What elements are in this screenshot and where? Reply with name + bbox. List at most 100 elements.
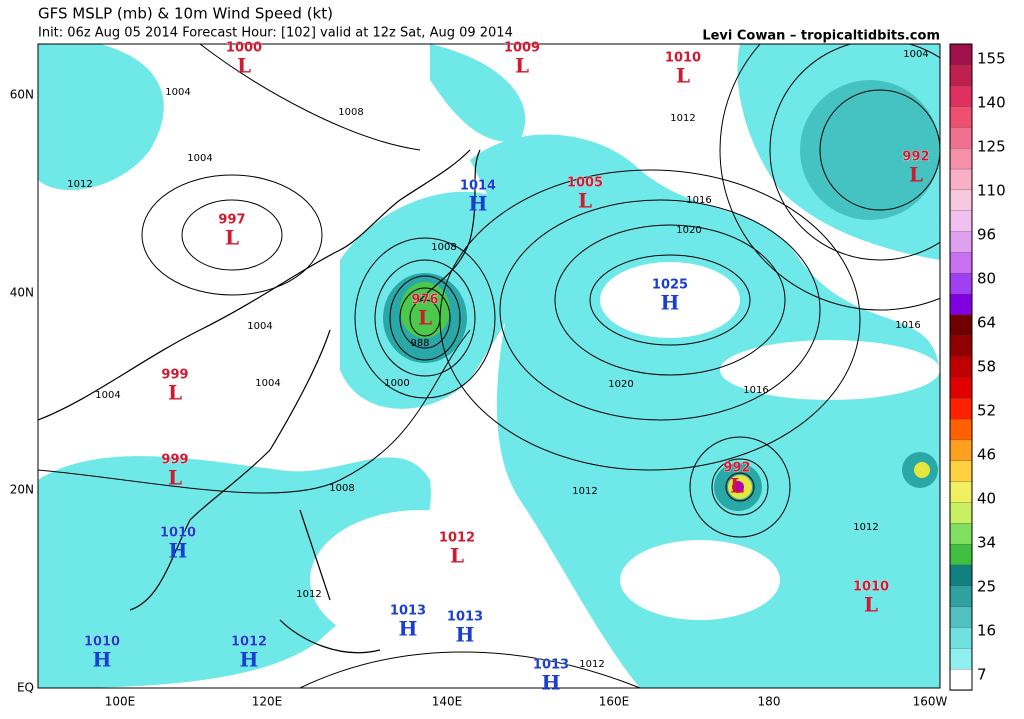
colorbar-cell [949, 64, 973, 87]
isobar-label: 988 [410, 338, 429, 349]
lat-label: EQ [17, 681, 34, 695]
colorbar-tick: 16 [977, 622, 996, 640]
colorbar-cell [949, 189, 973, 212]
lat-label: 20N [10, 483, 34, 497]
colorbar: 155 140 125 110 96 80 64 58 52 46 40 34 25 16 7 [949, 43, 1006, 691]
colorbar-cell [949, 585, 973, 608]
colorbar-cell [949, 377, 973, 399]
colorbar-tick: 155 [977, 50, 1006, 68]
calm-areas [310, 262, 940, 650]
colorbar-tick: 96 [977, 226, 996, 244]
colorbar-cell [949, 627, 973, 649]
colorbar-tick: 110 [977, 182, 1006, 200]
center-letter: L [864, 593, 878, 617]
colorbar-cell [949, 252, 973, 274]
isobar-label: 1020 [608, 379, 633, 390]
center-pressure: 1005 [567, 176, 603, 191]
storm-core [400, 282, 930, 499]
colorbar-cell [949, 606, 973, 629]
center-letter: H [542, 671, 561, 695]
colorbar-cell [949, 148, 973, 170]
colorbar-cell [949, 335, 973, 358]
colorbar-cell [949, 481, 973, 504]
colorbar-cell [949, 564, 973, 587]
center-pressure: 1000 [226, 41, 262, 56]
map-field [38, 44, 940, 688]
center-letter: L [168, 381, 182, 405]
isobar-label: 1012 [67, 179, 92, 190]
isobar-label: 1004 [247, 321, 272, 332]
colorbar-tick: 25 [977, 578, 996, 596]
center-pressure: 1014 [460, 179, 496, 194]
map-frame [37, 43, 941, 689]
center-pressure: 997 [218, 213, 245, 228]
isobar-label: 1004 [95, 390, 120, 401]
isobar-label: 1020 [676, 225, 701, 236]
lon-label: 160E [599, 695, 630, 709]
subtitle: Init: 06z Aug 05 2014 Forecast Hour: [10… [38, 26, 513, 41]
colorbar-cell [949, 460, 973, 483]
colorbar-cell [949, 543, 973, 566]
colorbar-tick: 34 [977, 534, 996, 552]
isobar-label: 1012 [572, 486, 597, 497]
center-letter: H [169, 539, 188, 563]
lon-label: 160W [913, 695, 948, 709]
center-letter: L [578, 189, 592, 213]
center-letter: L [730, 474, 744, 498]
center-pressure: 999 [161, 453, 188, 468]
colorbar-tick: 125 [977, 138, 1006, 156]
isobar-label: 1012 [296, 589, 321, 600]
isobar-label: 1008 [431, 242, 456, 253]
center-letter: L [168, 466, 182, 490]
colorbar-cell [949, 523, 973, 545]
colorbar-frame [949, 43, 973, 691]
center-pressure: 992 [723, 461, 750, 476]
colorbar-cell [949, 43, 973, 66]
colorbar-cell [949, 231, 973, 254]
center-pressure: 1025 [652, 278, 688, 293]
lon-label: 180 [758, 695, 781, 709]
colorbar-cell [949, 314, 973, 337]
lat-label: 60N [10, 88, 34, 102]
center-letter: H [93, 648, 112, 672]
isobar-label: 1012 [853, 522, 878, 533]
lon-label: 100E [105, 695, 136, 709]
center-letter: H [469, 192, 488, 216]
isobar-label: 1012 [670, 113, 695, 124]
center-pressure: 1010 [160, 526, 196, 541]
isobar-label: 1012 [579, 659, 604, 670]
isobar-label: 1004 [165, 87, 190, 98]
center-letter: H [456, 623, 475, 647]
center-letter: L [515, 54, 529, 78]
colorbar-cell [949, 398, 973, 420]
colorbar-cell [949, 273, 973, 295]
colorbar-cell [949, 439, 973, 462]
lon-label: 120E [252, 695, 283, 709]
colorbar-cell [949, 418, 973, 441]
isobar-label: 1016 [743, 385, 768, 396]
isobar-label: 1004 [903, 49, 928, 60]
isobar-label: 1004 [255, 378, 280, 389]
colorbar-cell [949, 210, 973, 233]
center-letter: H [399, 617, 418, 641]
center-letter: L [237, 54, 251, 78]
colorbar-tick: 46 [977, 446, 996, 464]
colorbar-cell [949, 648, 973, 670]
isobar-label: 1008 [329, 483, 354, 494]
title: GFS MSLP (mb) & 10m Wind Speed (kt) [38, 5, 333, 23]
isobar-label: 1008 [338, 107, 363, 118]
center-pressure: 1012 [231, 635, 267, 650]
colorbar-cell [949, 356, 973, 379]
center-pressure: 999 [161, 368, 188, 383]
center-letter: L [450, 544, 464, 568]
colorbar-cell [949, 502, 973, 524]
lon-label: 140E [432, 695, 463, 709]
lat-label: 40N [10, 286, 34, 300]
colorbar-tick: 7 [977, 666, 987, 684]
center-pressure: 1010 [665, 51, 701, 66]
center-letter: L [418, 306, 432, 330]
center-pressure: 1009 [504, 41, 540, 56]
center-letter: H [661, 291, 680, 315]
colorbar-cell [949, 293, 973, 316]
center-pressure: 1013 [390, 604, 426, 619]
